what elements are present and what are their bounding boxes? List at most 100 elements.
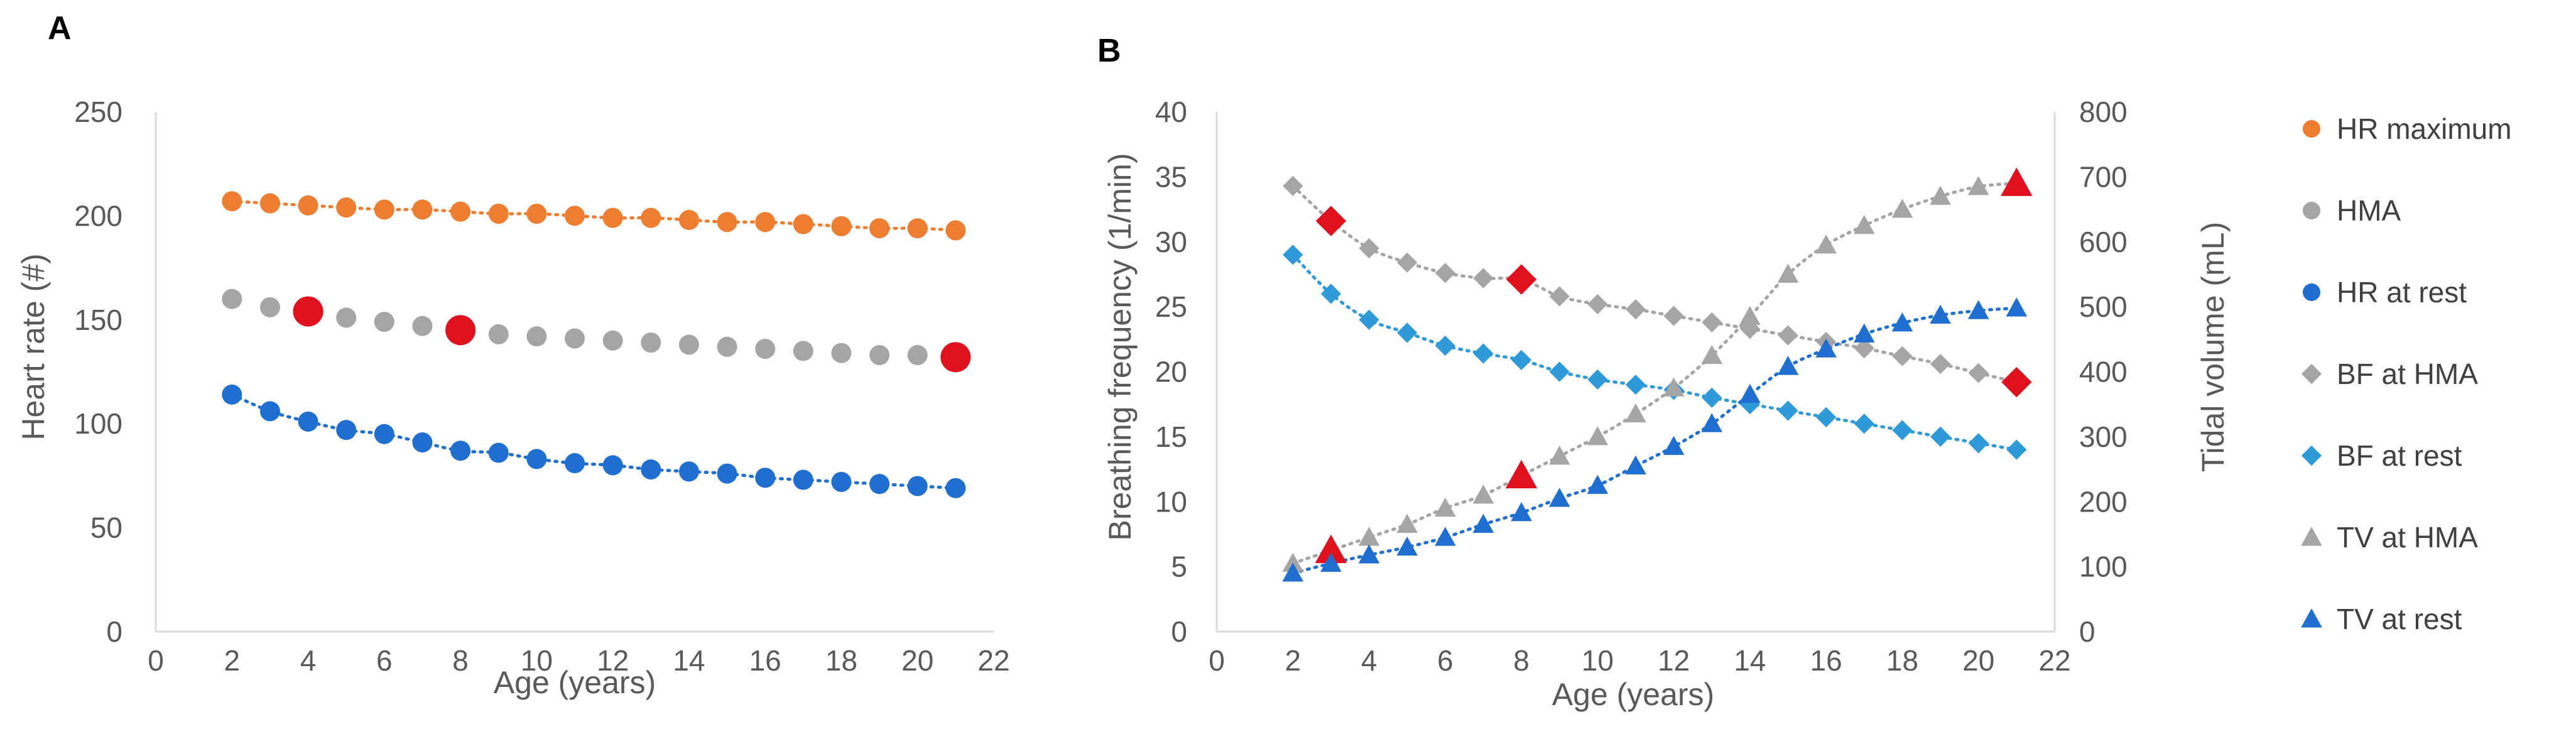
x-tick-label: 12 (597, 644, 629, 677)
data-point-hr-maximum (488, 204, 509, 224)
legend-marker (2301, 363, 2322, 385)
data-point-tv-at-hma (1777, 263, 1799, 283)
data-point-tv-at-hma (1548, 446, 1570, 465)
data-point-tv-at-rest (1967, 300, 1989, 319)
data-point-bf-at-rest (1968, 433, 1989, 454)
data-point-tv-at-rest (1548, 488, 1570, 507)
x-tick-label: 12 (1658, 644, 1690, 677)
data-point-hma (565, 328, 585, 349)
data-point-hr-at-rest (374, 424, 394, 444)
legend-item-tv-at-hma: TV at HMA (2301, 521, 2478, 554)
data-point-bf-at-rest (1473, 343, 1494, 364)
x-tick-label: 4 (1361, 644, 1378, 677)
data-point-hma (488, 324, 509, 344)
legend-marker (2303, 202, 2320, 219)
data-point-hma (641, 332, 661, 353)
panel-a-y-axis-title: Heart rate (#) (16, 253, 51, 440)
x-tick-label: 18 (825, 644, 857, 677)
panel-a: A 0 2 4 6 8 10 12 14 16 18 20 22 0 50 100 150 200 250 Age… (16, 10, 1010, 700)
data-point-bf-at-hma (1702, 312, 1722, 333)
data-point-bf-at-hma (1625, 299, 1646, 320)
data-point-hr-at-rest (755, 468, 776, 488)
x-tick-label: 2 (1285, 644, 1301, 677)
data-point-tv-at-hma (1435, 497, 1456, 517)
highlight-point-hma (293, 296, 323, 327)
legend-marker (2301, 608, 2322, 628)
x-tick-label: 6 (376, 644, 393, 677)
data-point-hr-at-rest (945, 478, 966, 498)
data-point-hma (793, 341, 813, 361)
data-point-tv-at-hma (1854, 215, 1875, 234)
panel-b-trendlines (1291, 182, 2018, 575)
x-tick-label: 10 (521, 644, 553, 677)
data-point-hr-at-rest (336, 420, 357, 441)
x-tick-label: 22 (2038, 644, 2070, 677)
legend-label: BF at HMA (2337, 358, 2478, 390)
data-point-tv-at-rest (1739, 383, 1761, 403)
data-point-hr-maximum (259, 193, 280, 214)
data-point-bf-at-rest (1511, 349, 1532, 370)
data-point-hr-at-rest (869, 474, 890, 495)
legend-label: HR maximum (2337, 112, 2512, 145)
data-point-tv-at-hma (1358, 527, 1380, 546)
legend-label: TV at HMA (2337, 521, 2478, 554)
x-tick-label: 18 (1886, 644, 1918, 677)
trendline-hr-maximum (230, 199, 957, 233)
data-point-bf-at-rest (1892, 420, 1913, 441)
legend-item-bf-at-rest: BF at rest (2301, 439, 2462, 472)
data-point-bf-at-rest (1816, 407, 1837, 427)
legend-marker (2301, 445, 2322, 466)
data-point-hma (336, 307, 357, 328)
data-point-hma (869, 345, 890, 366)
data-point-tv-at-hma (1701, 344, 1723, 364)
data-point-tv-at-rest (1930, 304, 1951, 324)
highlight-point-hma (940, 342, 971, 373)
data-point-bf-at-rest (1549, 361, 1570, 382)
data-point-hr-at-rest (412, 432, 433, 452)
x-tick-label: 2 (224, 644, 240, 677)
data-point-hr-maximum (641, 207, 661, 228)
data-point-tv-at-hma (1663, 377, 1685, 397)
panel-a-x-axis-title: Age (years) (494, 665, 656, 700)
panel-b-marks (1282, 167, 2033, 582)
data-point-hma (755, 339, 776, 359)
y-tick-label: 250 (74, 96, 122, 128)
data-point-tv-at-rest (1472, 513, 1494, 533)
data-point-hr-maximum (374, 199, 394, 220)
y2-tick-label: 100 (2079, 551, 2128, 583)
data-point-bf-at-hma (1435, 263, 1455, 283)
y-tick-label: 40 (1155, 96, 1187, 128)
data-point-hma (259, 297, 280, 317)
data-point-hr-maximum (565, 206, 585, 226)
data-point-hma (412, 315, 433, 336)
y-tick-label: 50 (90, 512, 122, 544)
data-point-bf-at-rest (1359, 309, 1379, 330)
data-point-tv-at-rest (1701, 413, 1723, 432)
highlight-point-tv-at-hma (2001, 167, 2033, 196)
data-point-hma (717, 336, 737, 357)
y-tick-label: 5 (1171, 551, 1187, 583)
data-point-hma (831, 343, 852, 363)
data-point-hr-maximum (336, 197, 357, 218)
panel-a-trendlines (230, 199, 957, 490)
data-point-hma (526, 326, 547, 347)
x-tick-label: 8 (1513, 644, 1530, 677)
data-point-hr-at-rest (488, 442, 509, 463)
panel-a-axes (155, 112, 994, 633)
data-point-tv-at-hma (1891, 199, 1913, 218)
data-point-bf-at-rest (2006, 439, 2027, 460)
data-point-bf-at-hma (1968, 363, 1989, 383)
data-point-bf-at-rest (1435, 336, 1455, 356)
y2-tick-label: 0 (2079, 615, 2095, 648)
y-tick-label: 25 (1155, 290, 1187, 323)
y-tick-label: 30 (1155, 226, 1187, 258)
data-point-hr-at-rest (602, 455, 623, 476)
data-point-hr-at-rest (678, 461, 699, 482)
y-tick-label: 10 (1155, 485, 1187, 518)
data-point-bf-at-rest (1854, 414, 1874, 434)
data-point-hr-at-rest (298, 411, 318, 432)
highlight-point-bf-at-hma (2001, 366, 2032, 398)
data-point-tv-at-hma (1739, 305, 1761, 326)
panel-b-axes (1215, 112, 2056, 633)
